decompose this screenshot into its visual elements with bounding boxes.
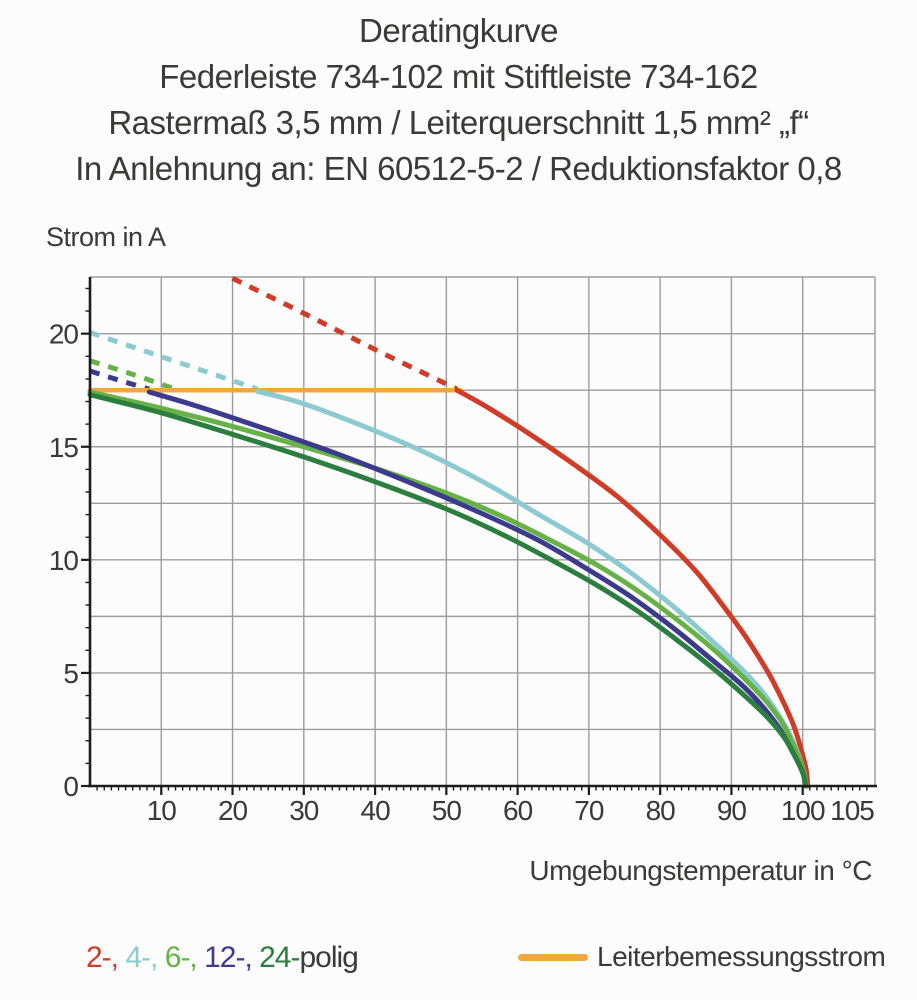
legend-item-2polig: 2-, (86, 941, 119, 974)
curves-dashed (89, 276, 459, 392)
legend-pole-counts: 2-, 4-, 6-, 12-, 24-polig (86, 941, 359, 975)
legend-suffix-polig: polig (299, 941, 358, 974)
curve-6-polig (87, 389, 809, 789)
x-tick-70: 70 (574, 795, 604, 826)
reference-line-label: Leiterbemessungsstrom (597, 941, 886, 972)
x-tick-labels: 10 20 30 40 50 60 70 80 90 100 105 (147, 795, 876, 826)
x-tick-50: 50 (432, 795, 462, 826)
curve-12-polig (146, 389, 809, 789)
y-tick-5: 5 (63, 658, 78, 689)
grid (90, 276, 876, 786)
y-axis-title: Strom in A (46, 222, 166, 252)
x-axis-title: Umgebungstemperatur in °C (529, 855, 872, 886)
x-tick-90: 90 (717, 795, 747, 826)
tick-marks (81, 287, 868, 795)
x-tick-10: 10 (147, 795, 177, 826)
title-line-2: Federleiste 734-102 mit Stiftleiste 734-… (159, 58, 758, 95)
title-line-1: Deratingkurve (359, 12, 558, 49)
curve-6-polig-dashed (89, 358, 173, 391)
curve-12-polig-dashed (89, 368, 150, 392)
chart-title-block: Deratingkurve Federleiste 734-102 mit St… (0, 8, 917, 192)
legend-item-12polig: 12-, (204, 941, 253, 974)
y-tick-0: 0 (63, 771, 78, 802)
x-tick-20: 20 (218, 795, 248, 826)
legend-row: 2-, 4-, 6-, 12-, 24-polig Leiterbemessun… (0, 941, 917, 981)
legend-item-24polig: 24- (259, 941, 300, 974)
legend-item-4polig: 4-, (125, 941, 158, 974)
x-tick-40: 40 (361, 795, 391, 826)
x-tick-30: 30 (289, 795, 319, 826)
y-tick-20: 20 (49, 319, 79, 350)
curve-2-polig-dashed (231, 276, 459, 392)
x-tick-80: 80 (646, 795, 676, 826)
title-line-3: Rastermaß 3,5 mm / Leiterquerschnitt 1,5… (108, 104, 809, 141)
curve-24-polig (87, 392, 809, 789)
x-tick-100: 100 (781, 795, 825, 826)
curve-4-polig (255, 388, 809, 789)
reference-line-swatch (518, 954, 588, 961)
x-tick-60: 60 (503, 795, 533, 826)
y-tick-10: 10 (49, 545, 79, 576)
title-line-4: In Anlehnung an: EN 60512-5-2 / Reduktio… (75, 150, 842, 187)
y-tick-15: 15 (49, 432, 79, 463)
curves-solid (87, 387, 811, 789)
legend-item-6polig: 6-, (164, 941, 198, 974)
curve-2-polig (454, 387, 811, 789)
y-tick-labels: 0 5 10 15 20 (49, 319, 80, 802)
x-tick-105: 105 (830, 795, 874, 826)
curve-4-polig-dashed (89, 330, 259, 392)
